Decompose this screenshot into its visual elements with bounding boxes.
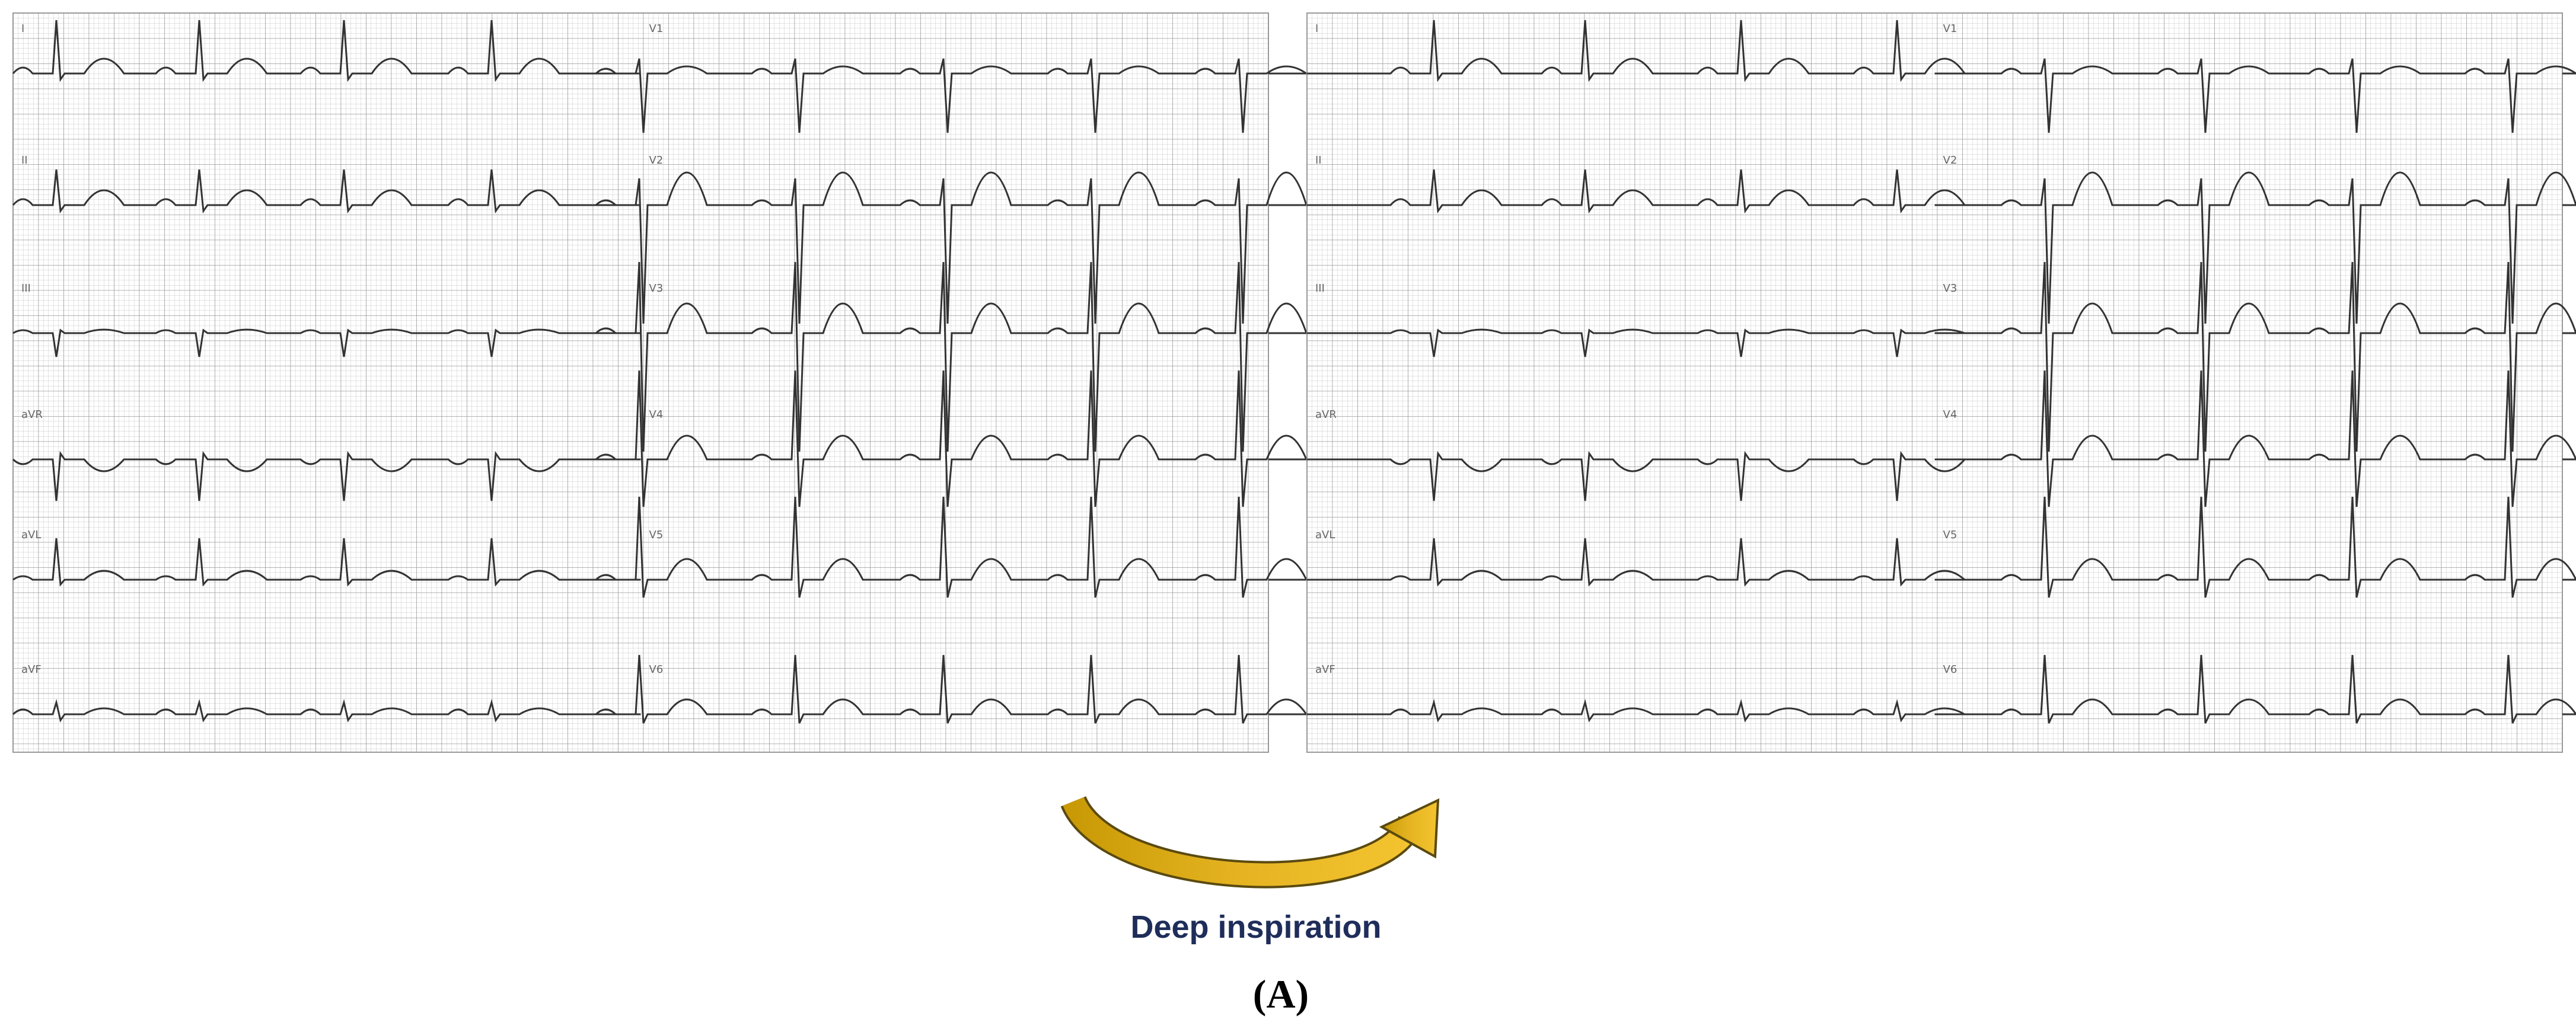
ecg-trace [1307,328,1965,357]
ecg-trace [12,169,641,214]
lead-label: aVL [21,529,41,541]
ecg-grid [12,12,1269,753]
ecg-trace [1307,538,1967,587]
ecg-trace [1934,654,2576,724]
ecg-trace [1307,450,1967,501]
ecg-trace [1307,20,1966,82]
lead-label: II [1315,154,1322,167]
lead-label: V1 [1943,23,1957,35]
lead-label: aVF [1315,663,1335,676]
ecg-trace [594,370,1308,507]
lead-label: V6 [649,663,664,676]
curved-arrow [1060,795,1440,889]
lead-label: V3 [1943,282,1957,295]
ecg-trace [1307,169,1966,214]
lead-label: V6 [1943,663,1957,676]
ecg-trace [12,20,641,82]
lead-label: aVR [1315,408,1337,421]
ecg-trace [594,58,1309,133]
lead-label: V4 [649,408,664,421]
lead-label: V1 [649,23,664,35]
ecg-trace [1307,699,1968,723]
ecg-grid [1306,12,2563,753]
lead-label: aVF [21,663,42,676]
lead-label: I [21,23,24,35]
ecg-trace [12,328,641,357]
lead-label: III [21,282,31,295]
lead-label: aVR [21,408,43,421]
ecg-trace [594,171,1308,324]
ecg-trace [1934,370,2576,507]
lead-label: V3 [649,282,664,295]
caption: Deep inspiration [1130,909,1381,945]
lead-label: II [21,154,28,167]
lead-label: V4 [1943,408,1957,421]
ecg-trace [594,261,1308,452]
ecg-trace [1934,58,2576,133]
lead-label: V5 [1943,529,1957,541]
ecg-trace [1934,496,2576,598]
ecg-trace [594,654,1308,724]
ecg-trace [12,699,641,723]
lead-label: I [1315,23,1318,35]
lead-label: V2 [1943,154,1957,167]
ecg-trace [12,450,641,501]
lead-label: aVL [1315,529,1335,541]
lead-label: V2 [649,154,664,167]
ecg-trace [12,538,641,587]
ecg-trace [594,496,1308,598]
ecg-trace [1934,261,2576,452]
ecg-trace [1934,171,2576,324]
lead-label: V5 [649,529,664,541]
lead-label: III [1315,282,1325,295]
ecg-panels: IIIIIIaVRaVLaVFV1V2V3V4V5V6IIIIIIaVRaVLa… [12,12,2576,753]
figure-label: (A) [1253,972,1309,1017]
